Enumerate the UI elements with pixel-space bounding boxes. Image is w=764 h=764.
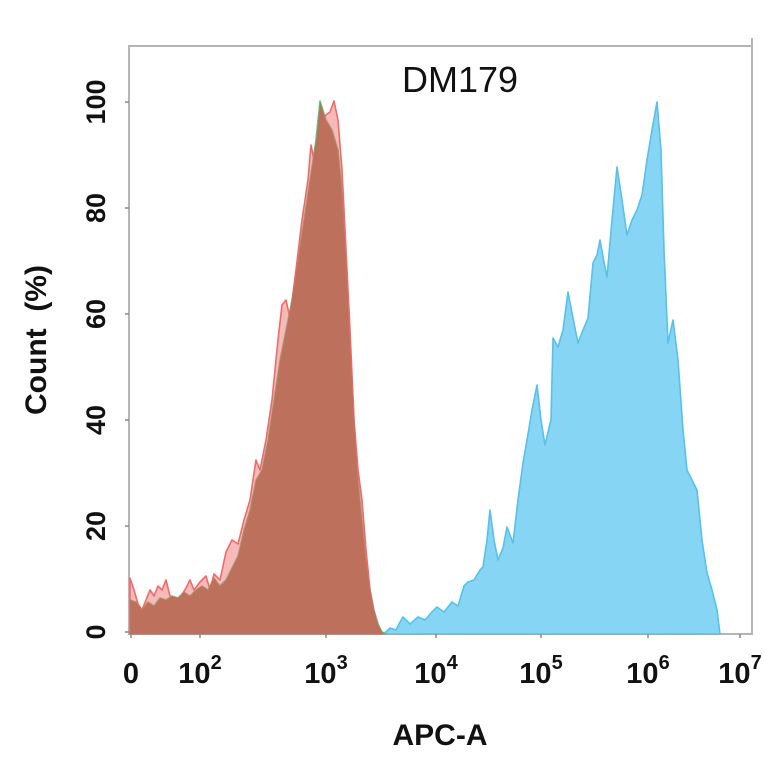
x-tick-label: 105 (519, 652, 562, 690)
y-tick-label: 20 (81, 511, 111, 541)
overlap-area (130, 101, 386, 634)
y-tick-label: 40 (81, 405, 111, 435)
y-axis-label: Count (%) (20, 265, 53, 415)
y-tick-label: 80 (81, 193, 111, 223)
x-tick-label: 106 (626, 652, 669, 690)
y-tick-label: 60 (81, 299, 111, 329)
x-tick-label: 102 (178, 652, 221, 690)
x-tick-label: 0 (123, 658, 139, 690)
y-tick-label: 100 (81, 79, 111, 124)
chart-title: DM179 (402, 59, 518, 100)
x-tick-label: 104 (414, 652, 458, 690)
y-tick-label: 0 (81, 624, 111, 639)
x-tick-label: 107 (718, 652, 761, 690)
x-axis: 0 102 103 104 105 106 107 (123, 634, 762, 690)
x-tick-label: 103 (304, 652, 347, 690)
y-axis: 0 20 40 60 80 100 (81, 79, 129, 640)
series-layer (129, 100, 721, 635)
series-area-2 (383, 101, 721, 635)
x-axis-label: APC-A (393, 719, 488, 752)
